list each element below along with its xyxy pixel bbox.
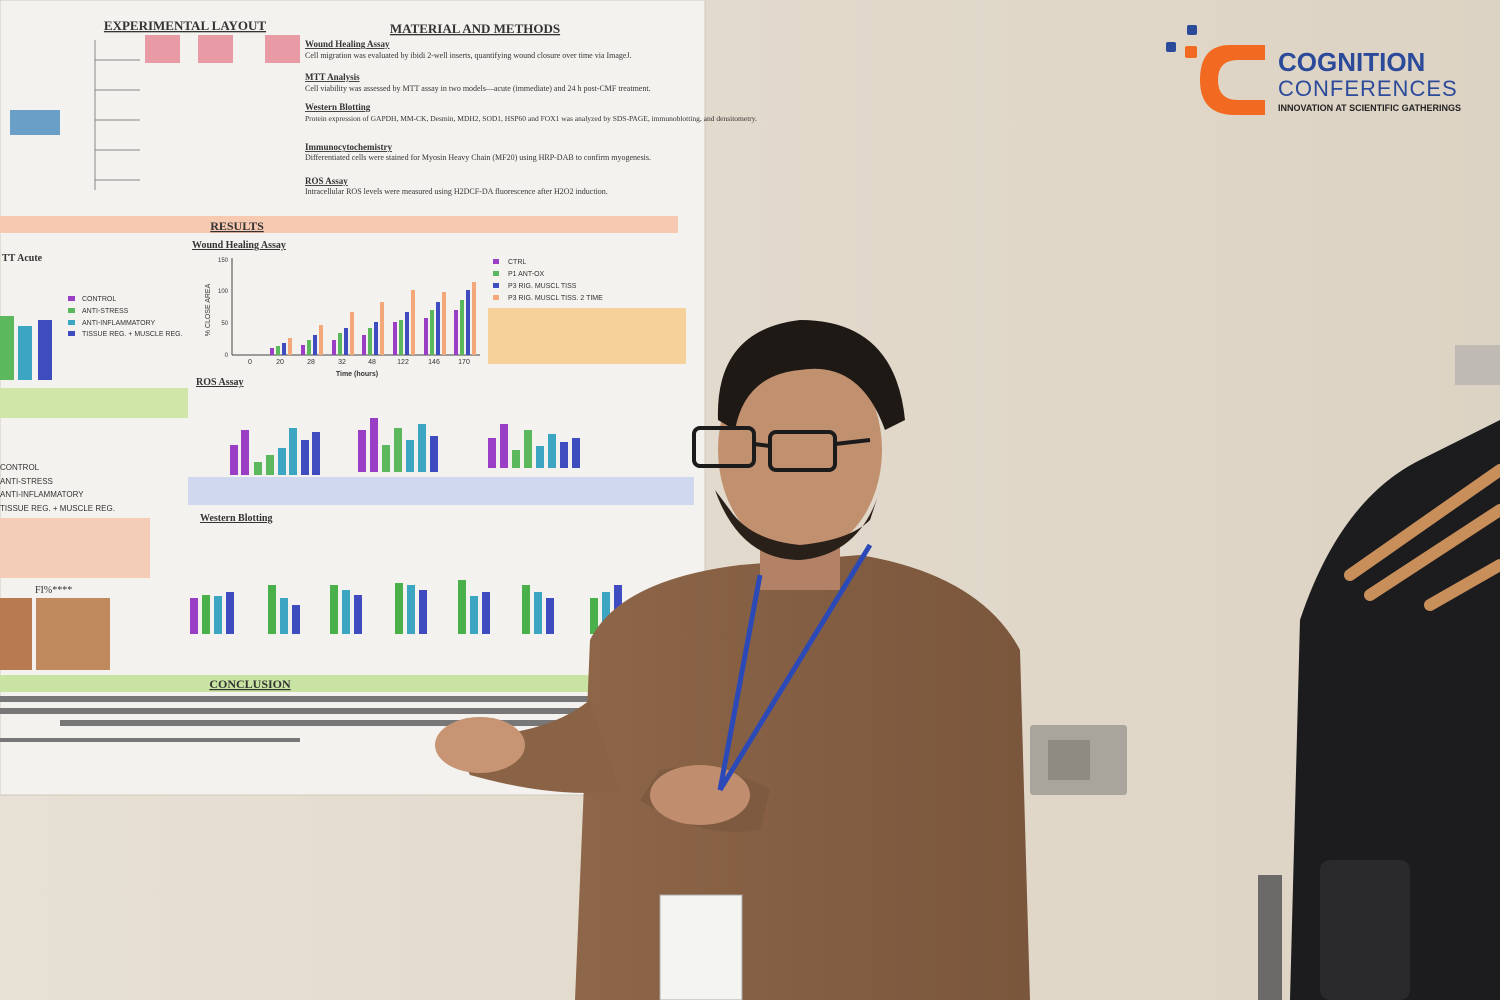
method-text: Cell migration was evaluated by ibidi 2-… <box>305 51 632 60</box>
x-tick-label: 122 <box>397 359 409 366</box>
light-switch <box>1030 725 1127 795</box>
x-tick-label: 28 <box>307 359 315 366</box>
coat-rack <box>1258 345 1500 1000</box>
logo: COGNITION CONFERENCES INNOVATION AT SCIE… <box>1166 25 1461 115</box>
y-tick-label: 50 <box>221 321 228 327</box>
method-title: Immunocytochemistry <box>305 142 392 152</box>
methods: Wound Healing Assay Cell migration was e… <box>305 39 757 196</box>
legend-entry: P3 RIG. MUSCL TISS. 2 TIME <box>508 295 603 302</box>
y-tick-label: 100 <box>218 289 229 295</box>
x-tick-label: 170 <box>458 359 470 366</box>
x-tick-label: 48 <box>368 359 376 366</box>
method-title: Wound Healing Assay <box>305 39 390 49</box>
y-tick-label: 0 <box>225 353 229 359</box>
method-title: MTT Analysis <box>305 72 360 82</box>
method-title: ROS Assay <box>305 176 348 186</box>
legend-entry: CONTROL <box>0 463 40 472</box>
poster: EXPERIMENTAL LAYOUT MATERIAL AND METHODS… <box>0 0 757 796</box>
x-tick-label: 0 <box>248 359 252 366</box>
x-tick-label: 146 <box>428 359 440 366</box>
results-title: RESULTS <box>210 219 264 233</box>
y-axis-label: % CLOSE AREA <box>205 283 212 336</box>
chart-title: Western Blotting <box>200 513 273 524</box>
legend-entry: ANTI-STRESS <box>0 477 53 486</box>
method-text: Intracellular ROS levels were measured u… <box>305 187 608 196</box>
layout-title: EXPERIMENTAL LAYOUT <box>104 18 266 33</box>
x-tick-label: 32 <box>338 359 346 366</box>
conclusion-title: CONCLUSION <box>209 677 291 691</box>
chart-title: ROS Assay <box>196 377 244 388</box>
legend-entry: P3 RIG. MUSCL TISS <box>508 283 577 290</box>
legend-entry: ANTI-STRESS <box>82 308 129 315</box>
legend-entry: CTRL <box>508 259 526 266</box>
method-text: Protein expression of GAPDH, MM-CK, Desm… <box>305 114 757 123</box>
logo-line1: COGNITION <box>1278 47 1425 77</box>
mtt-bars <box>0 316 52 380</box>
methods-title: MATERIAL AND METHODS <box>390 21 560 36</box>
method-title: Western Blotting <box>305 102 371 112</box>
legend-entry: CONTROL <box>82 296 116 303</box>
legend-entry: ANTI-INFLAMMATORY <box>0 490 84 499</box>
method-text: Differentiated cells were stained for My… <box>305 153 651 162</box>
fi-label: FI%**** <box>35 585 72 596</box>
method-text: Cell viability was assessed by MTT assay… <box>305 84 651 93</box>
ros-bars <box>230 418 580 475</box>
wound-bars <box>270 282 476 355</box>
legend-entry: TISSUE REG. + MUSCLE REG. <box>82 331 183 338</box>
logo-line2: CONFERENCES <box>1278 76 1458 101</box>
chart-title: Wound Healing Assay <box>192 240 286 251</box>
x-tick-label: 20 <box>276 359 284 366</box>
x-axis-label: Time (hours) <box>336 371 378 378</box>
y-tick-label: 150 <box>218 258 229 264</box>
logo-tagline: INNOVATION AT SCIENTIFIC GATHERINGS <box>1278 103 1461 113</box>
mtt-title: TT Acute <box>2 253 43 264</box>
legend-entry: ANTI-INFLAMMATORY <box>82 320 155 327</box>
person <box>435 320 1030 1000</box>
legend-entry: P1 ANT-OX <box>508 271 545 278</box>
legend-entry: TISSUE REG. + MUSCLE REG. <box>0 504 115 513</box>
